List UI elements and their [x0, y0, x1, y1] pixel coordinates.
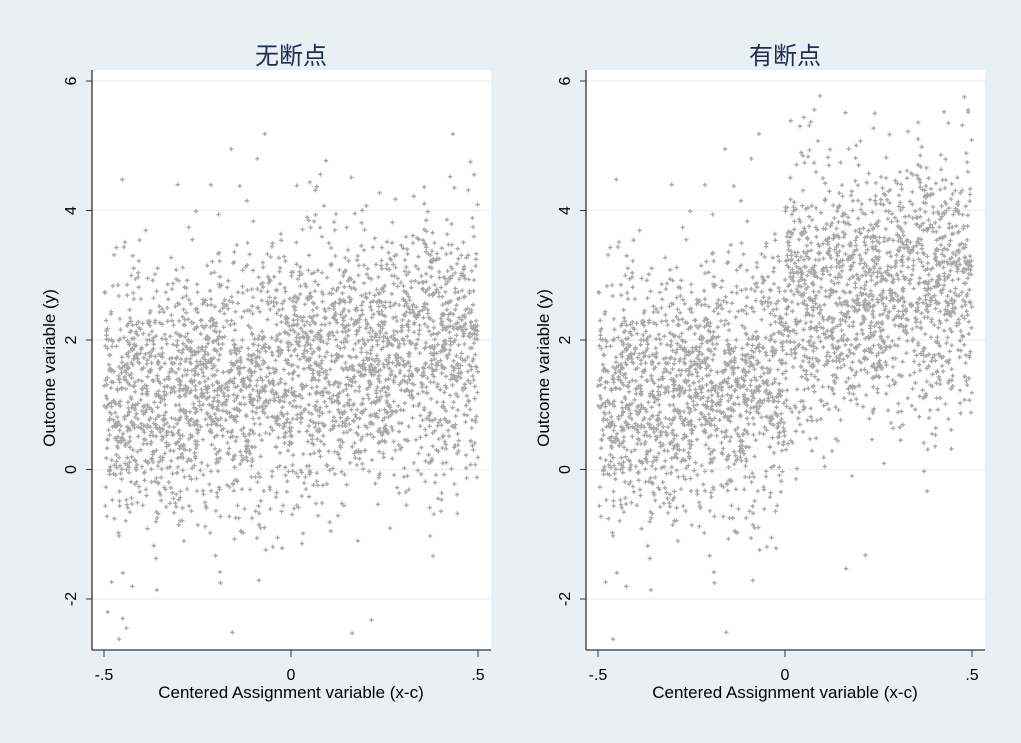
y-tick-label: 0: [557, 465, 574, 474]
y-tick-label: 2: [557, 335, 574, 344]
x-tick-label: .5: [965, 667, 978, 684]
panel-with-discontinuity: -2 0 2 4 6 -.5 0 .5 有断点 Centered Assignment va…: [494, 0, 1004, 743]
scatter-plot-with-discontinuity: -2 0 2 4 6 -.5 0 .5 有断点 Centered Assignment va…: [534, 42, 985, 702]
scatter-plot-no-discontinuity: -2 0 2 4 6 -.5 0 .5 无断点 Centered Assignment va…: [40, 42, 491, 702]
y-tick-label: 4: [557, 206, 574, 215]
y-ticks: -2 0 2 4 6: [557, 76, 586, 606]
x-tick-label: -.5: [95, 667, 114, 684]
x-axis-title: Centered Assignment variable (x-c): [652, 683, 918, 702]
scatter-points: [101, 131, 481, 642]
y-axis-title: Outcome variable (y): [534, 289, 553, 447]
panel-no-discontinuity: -2 0 2 4 6 -.5 0 .5 无断点 Centered Assignment va…: [0, 0, 510, 743]
y-tick-label: 4: [63, 206, 80, 215]
x-tick-label: .5: [471, 667, 484, 684]
y-ticks: -2 0 2 4 6: [63, 76, 92, 606]
x-ticks: -.5 0 .5: [589, 650, 979, 684]
x-ticks: -.5 0 .5: [95, 650, 485, 684]
y-tick-label: 0: [63, 465, 80, 474]
x-axis-title: Centered Assignment variable (x-c): [158, 683, 424, 702]
panel-title: 无断点: [255, 42, 327, 70]
y-tick-label: -2: [557, 592, 574, 606]
gridlines: [92, 80, 491, 600]
plot-area: [586, 70, 985, 650]
x-tick-label: 0: [287, 667, 296, 684]
scatter-points: [595, 93, 975, 642]
y-tick-label: 6: [557, 76, 574, 85]
y-tick-label: 2: [63, 335, 80, 344]
y-tick-label: 6: [63, 76, 80, 85]
x-tick-label: 0: [781, 667, 790, 684]
y-axis-title: Outcome variable (y): [40, 289, 59, 447]
y-tick-label: -2: [63, 592, 80, 606]
x-tick-label: -.5: [589, 667, 608, 684]
panel-title: 有断点: [749, 42, 821, 70]
